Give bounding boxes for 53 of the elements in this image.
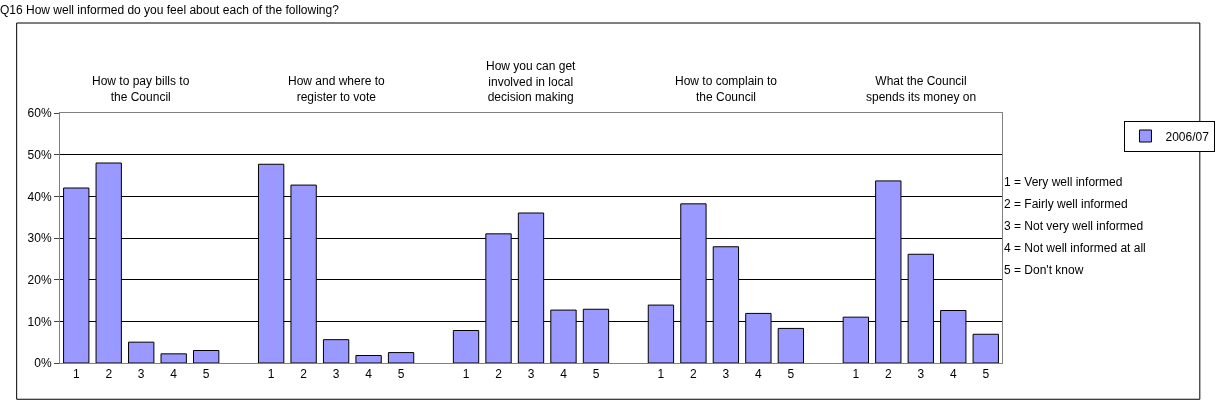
x-tick-label: 5: [592, 367, 600, 382]
bar: [387, 352, 415, 363]
x-tick-label: 2: [495, 367, 503, 382]
y-tick-label: 30%: [27, 231, 52, 246]
x-tick-label: 5: [397, 367, 405, 382]
x-tick-label: 1: [462, 367, 470, 382]
bar: [452, 330, 480, 363]
text: 3 = Not very well informed: [1004, 219, 1144, 233]
x-tick-label: 1: [657, 367, 665, 382]
bar: [160, 353, 187, 363]
text: How to pay bills to the Council: [92, 74, 190, 104]
text: How and where to register to vote: [288, 74, 386, 104]
x-tick-label: 4: [949, 367, 957, 382]
bar: [777, 327, 805, 363]
bar: [355, 355, 382, 363]
y-tick-label: 60%: [27, 106, 52, 121]
x-tick-label: 3: [722, 367, 730, 382]
x-tick-label: 3: [917, 367, 925, 382]
x-tick-label: 2: [690, 367, 698, 382]
x-tick-label: 2: [300, 367, 308, 382]
x-tick-label: 4: [365, 367, 373, 382]
y-tick-label: 40%: [27, 189, 52, 204]
legend-label: 2006/07: [1165, 129, 1210, 144]
x-tick-label: 5: [982, 367, 990, 382]
x-tick-label: 5: [787, 367, 795, 382]
text: 4 = Not well informed at all: [1004, 241, 1146, 255]
text: What the Council spends its money on: [866, 74, 977, 104]
y-tick-label: 50%: [27, 147, 52, 162]
y-tick-label: 10%: [27, 314, 52, 329]
text: 2 = Fairly well informed: [1004, 197, 1128, 211]
chart-title: Q16 How well informed do you feel about each of the following?: [0, 3, 340, 18]
x-tick-label: 3: [527, 367, 535, 382]
x-tick-label: 1: [72, 367, 80, 382]
bar: [128, 341, 155, 363]
x-tick-label: 1: [852, 367, 860, 382]
text: How to complain to the Council: [675, 74, 778, 104]
x-tick-label: 3: [332, 367, 340, 382]
x-tick-label: 3: [137, 367, 145, 382]
x-tick-label: 4: [170, 367, 178, 382]
bar: [193, 350, 220, 363]
x-tick-label: 2: [105, 367, 113, 382]
bar: [972, 333, 999, 363]
text: How you can get involved in local decision making: [486, 59, 577, 105]
x-tick-label: 1: [267, 367, 275, 382]
y-tick-label: 0%: [34, 356, 52, 371]
x-tick-label: 4: [560, 367, 568, 382]
x-tick-label: 2: [884, 367, 892, 382]
bar: [322, 339, 350, 363]
text: 5 = Don't know: [1004, 263, 1084, 277]
y-tick-label: 20%: [27, 272, 52, 287]
text: 1 = Very well informed: [1004, 175, 1123, 189]
x-tick-label: 5: [202, 367, 210, 382]
x-tick-label: 4: [755, 367, 763, 382]
